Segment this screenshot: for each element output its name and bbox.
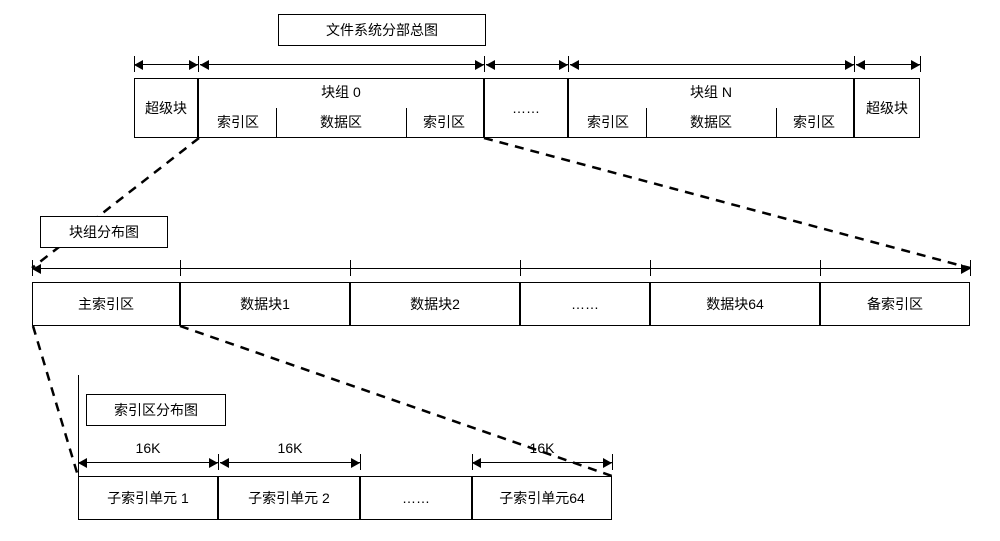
l3-c2-t: …… [402,490,430,506]
l3-c1-t: 子索引单元 2 [248,488,330,508]
l2-c3: …… [520,282,650,326]
t27 [970,260,971,276]
l2-c0-t: 主索引区 [78,294,134,314]
title-box-3: 索引区分布图 [86,394,226,426]
l1-sb-l-txt: 超级块 [145,98,187,118]
title-box-1: 文件系统分部总图 [278,14,486,46]
l1-sb-l: 超级块 [134,78,198,138]
l2-c5: 备索引区 [820,282,970,326]
l1-bg0-d1 [276,108,277,138]
t21 [32,260,33,276]
l1-arr-sb-l [134,64,198,65]
l1-arr-dots [486,64,568,65]
t11 [134,56,135,72]
l2-arr [32,268,970,269]
l1-arr-bgn [570,64,854,65]
t35 [612,454,613,470]
t32 [218,454,219,470]
l1-dots-txt: …… [512,100,540,116]
l1-bg0-top: 块组 0 [198,82,484,102]
l2-c4-t: 数据块64 [706,294,764,314]
l2-c1: 数据块1 [180,282,350,326]
l1-bgn-sub-m: 数据区 [646,112,776,132]
l1-sb-r: 超级块 [854,78,920,138]
l1-bgn-sub-l: 索引区 [570,112,646,132]
l2-c0: 主索引区 [32,282,180,326]
l1-bg0-d2 [406,108,407,138]
l3-16k-1: 16K [78,440,218,456]
t23 [350,260,351,276]
t22 [180,260,181,276]
l1-arr-bg0 [200,64,484,65]
l1-bg0-sub-l: 索引区 [200,112,276,132]
l1-bg0-sub-m: 数据区 [276,112,406,132]
l3-16k-3: 16K [472,440,612,456]
l3-c0: 子索引单元 1 [78,476,218,520]
l1-bgn-top: 块组 N [568,82,854,102]
l1-sb-r-txt: 超级块 [866,98,908,118]
t34 [472,454,473,470]
l3-c3-t: 子索引单元64 [499,488,585,508]
t16 [920,56,921,72]
l1-dots: …… [484,78,568,138]
t13 [484,56,485,72]
t31 [78,454,79,470]
l3-arr-1 [78,462,218,463]
l2-c2: 数据块2 [350,282,520,326]
title-box-2: 块组分布图 [40,216,168,248]
l1-arr-sb-r [856,64,920,65]
l2-c4: 数据块64 [650,282,820,326]
l3-c1: 子索引单元 2 [218,476,360,520]
title-3-text: 索引区分布图 [114,400,198,420]
l2-c1-t: 数据块1 [240,294,290,314]
l2-c3-t: …… [571,296,599,312]
title-1-text: 文件系统分部总图 [326,20,438,40]
t33 [360,454,361,470]
t26 [820,260,821,276]
title-2-text: 块组分布图 [69,222,139,242]
l3-arr-3 [472,462,612,463]
l3-c3: 子索引单元64 [472,476,612,520]
l1-bgn-sub-r: 索引区 [776,112,852,132]
l3-arr-2 [220,462,360,463]
t24 [520,260,521,276]
l1-bgn-d2 [776,108,777,138]
l3-c0-t: 子索引单元 1 [107,488,189,508]
l2-c2-t: 数据块2 [410,294,460,314]
l3-16k-2: 16K [220,440,360,456]
l3-c2: …… [360,476,472,520]
t15 [854,56,855,72]
t14 [568,56,569,72]
l1-bgn-d1 [646,108,647,138]
t25 [650,260,651,276]
l2-c5-t: 备索引区 [867,294,923,314]
l1-bg0-sub-r: 索引区 [406,112,482,132]
t12 [198,56,199,72]
